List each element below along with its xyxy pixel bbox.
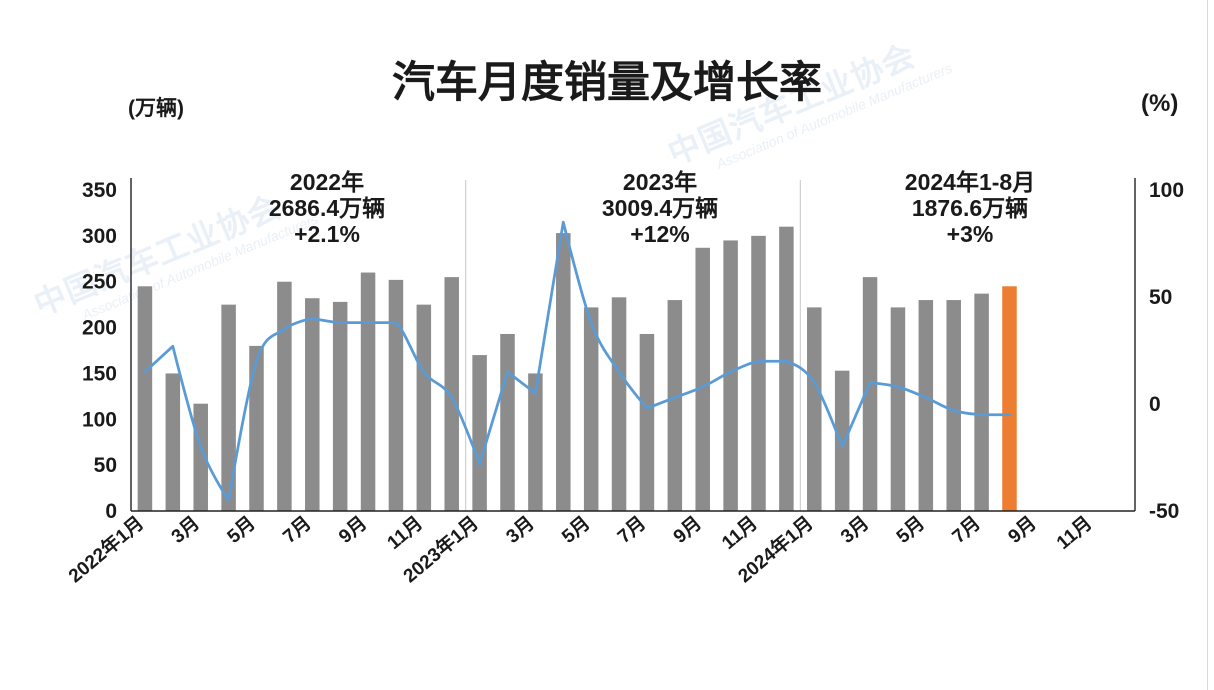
svg-text:9月: 9月 <box>1004 513 1040 548</box>
svg-text:7月: 7月 <box>279 513 315 548</box>
svg-text:9月: 9月 <box>670 513 706 548</box>
svg-text:3月: 3月 <box>837 513 873 548</box>
svg-text:5月: 5月 <box>224 513 260 548</box>
svg-text:11月: 11月 <box>1053 513 1096 554</box>
svg-text:50: 50 <box>1149 286 1172 309</box>
svg-text:350: 350 <box>82 179 117 202</box>
svg-text:250: 250 <box>82 271 117 294</box>
svg-text:3月: 3月 <box>502 513 538 548</box>
svg-text:5月: 5月 <box>893 513 929 548</box>
svg-text:150: 150 <box>82 362 117 385</box>
svg-text:100: 100 <box>1149 179 1184 202</box>
svg-text:9月: 9月 <box>335 513 371 548</box>
svg-text:200: 200 <box>82 317 117 340</box>
svg-text:3月: 3月 <box>168 513 204 548</box>
svg-text:11月: 11月 <box>384 513 427 554</box>
svg-text:300: 300 <box>82 225 117 248</box>
svg-text:7月: 7月 <box>949 513 985 548</box>
svg-text:-50: -50 <box>1149 500 1179 523</box>
svg-text:0: 0 <box>105 500 117 523</box>
svg-text:11月: 11月 <box>718 513 761 554</box>
svg-text:50: 50 <box>94 454 117 477</box>
svg-text:0: 0 <box>1149 393 1161 416</box>
svg-text:100: 100 <box>82 408 117 431</box>
svg-text:7月: 7月 <box>614 513 650 548</box>
svg-text:5月: 5月 <box>558 513 594 548</box>
